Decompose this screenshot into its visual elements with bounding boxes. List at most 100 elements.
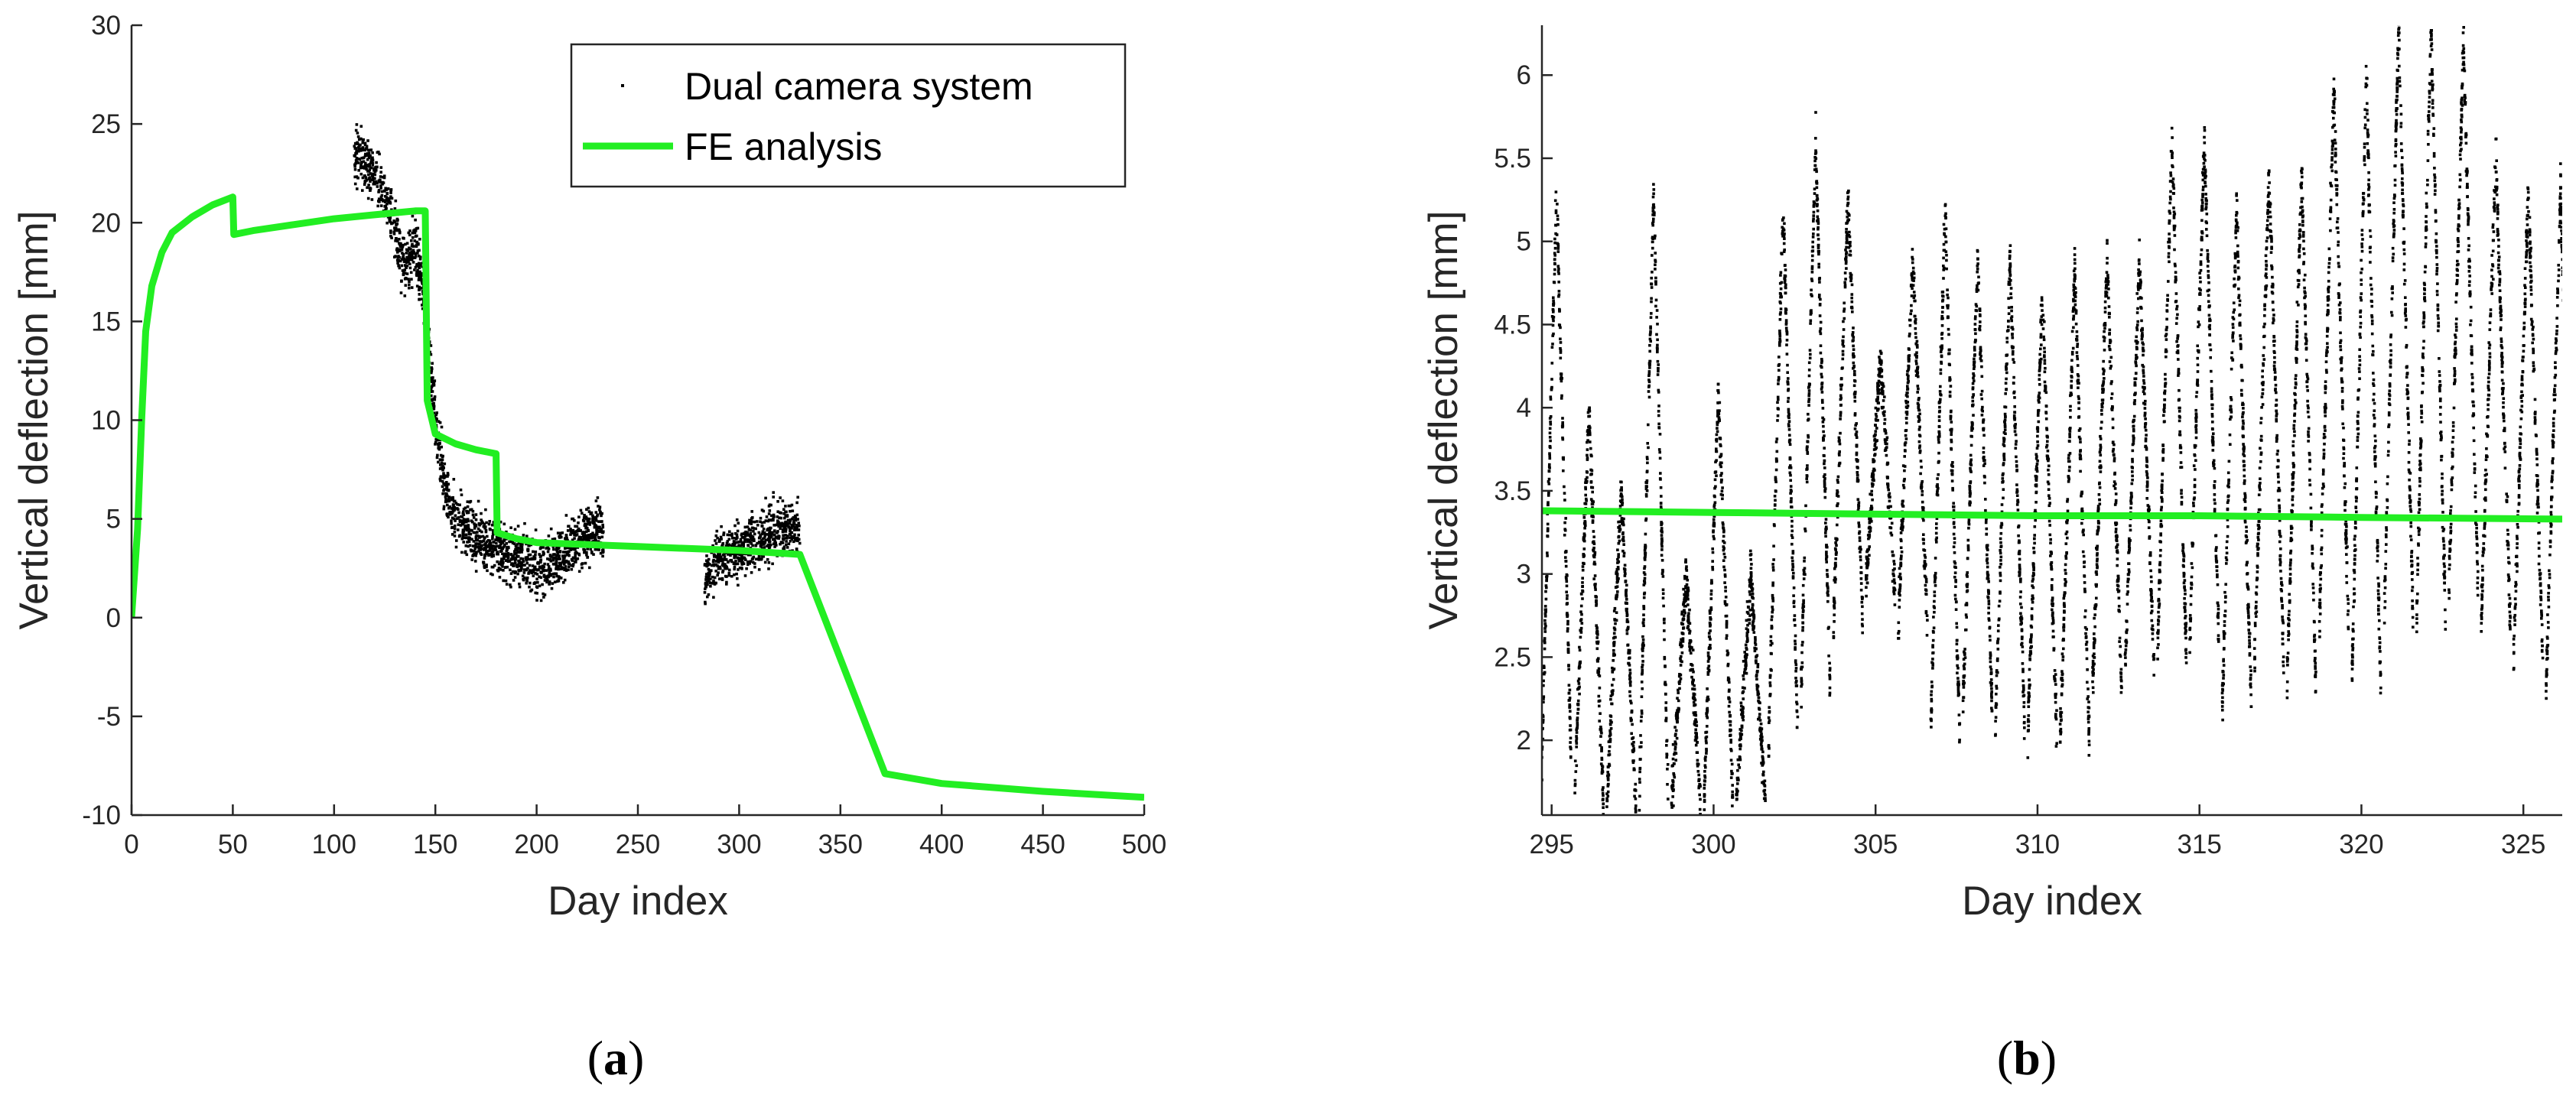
data-point — [1575, 746, 1578, 749]
data-point — [1719, 454, 1722, 457]
data-point — [512, 554, 516, 557]
data-point — [1656, 343, 1659, 347]
data-point — [356, 141, 359, 145]
data-point — [513, 576, 517, 579]
data-point — [1647, 374, 1651, 378]
data-point — [481, 534, 485, 538]
data-point — [1709, 593, 1713, 596]
data-point — [1595, 599, 1598, 603]
data-point — [601, 554, 604, 558]
data-point — [1709, 618, 1712, 621]
data-point — [1722, 541, 1726, 544]
data-point — [1753, 649, 1757, 653]
data-point — [558, 576, 561, 579]
data-point — [548, 554, 552, 558]
data-point — [1794, 624, 1797, 627]
data-point — [1832, 636, 1836, 639]
data-point — [364, 179, 367, 183]
data-point — [518, 560, 521, 564]
data-point — [1729, 759, 1733, 762]
data-point — [1778, 344, 1781, 347]
data-point — [1801, 610, 1805, 613]
data-point — [1708, 612, 1712, 615]
data-point — [564, 567, 568, 571]
data-point — [556, 546, 560, 549]
data-point — [1620, 486, 1623, 489]
data-point — [1602, 786, 1605, 789]
data-point — [574, 557, 577, 560]
data-point — [1720, 489, 1724, 493]
data-point — [1565, 577, 1568, 580]
data-point — [1789, 479, 1792, 482]
data-point — [733, 567, 736, 571]
data-point — [457, 511, 460, 515]
data-point — [1664, 716, 1668, 720]
data-point — [1599, 729, 1603, 733]
data-point — [1699, 798, 1702, 801]
data-point — [473, 547, 476, 551]
data-point — [1825, 560, 1828, 564]
data-point — [553, 537, 557, 541]
data-point — [1547, 492, 1550, 495]
data-point — [738, 566, 742, 570]
data-point — [421, 262, 424, 265]
data-point — [468, 500, 471, 504]
data-point — [458, 520, 462, 523]
data-point — [1823, 479, 1826, 482]
data-point — [1561, 421, 1564, 424]
data-point — [1745, 610, 1749, 614]
data-point — [377, 189, 381, 192]
data-point — [1823, 487, 1827, 490]
data-point — [1802, 573, 1806, 576]
data-point — [1770, 626, 1774, 630]
data-point — [1779, 271, 1783, 274]
data-point — [585, 551, 588, 554]
data-point — [355, 157, 359, 160]
data-point — [482, 539, 485, 543]
data-point — [360, 161, 363, 164]
data-point — [1828, 677, 1832, 681]
data-point — [1560, 394, 1563, 398]
data-point — [746, 553, 750, 557]
data-point — [439, 463, 442, 466]
data-point — [531, 564, 535, 567]
data-point — [354, 159, 358, 162]
data-point — [1816, 215, 1820, 219]
data-point — [577, 521, 580, 525]
data-point — [1749, 567, 1753, 570]
data-point — [1599, 743, 1602, 747]
data-point — [1568, 699, 1571, 702]
data-point — [1597, 667, 1601, 671]
data-point — [1837, 436, 1841, 440]
data-point — [561, 531, 564, 534]
data-point — [1756, 693, 1760, 697]
data-point — [1828, 667, 1832, 670]
data-point — [1577, 677, 1581, 681]
data-point — [1611, 684, 1614, 687]
data-point — [1584, 486, 1587, 489]
data-point — [1654, 276, 1657, 280]
data-point — [366, 197, 370, 200]
data-point — [1750, 563, 1753, 566]
data-point — [705, 573, 708, 576]
data-point — [447, 515, 450, 519]
data-point — [526, 548, 530, 551]
data-point — [558, 551, 561, 554]
data-point — [767, 512, 771, 515]
data-point — [1583, 526, 1586, 530]
data-point — [1618, 525, 1621, 528]
data-point — [389, 191, 392, 194]
data-point — [519, 563, 523, 566]
data-point — [437, 420, 441, 423]
data-point — [594, 499, 598, 502]
data-point — [1787, 400, 1790, 403]
data-point — [1716, 382, 1720, 386]
data-point — [1647, 363, 1651, 367]
data-point — [750, 557, 754, 561]
data-point — [519, 569, 523, 572]
data-point — [1568, 697, 1572, 700]
data-point — [1706, 654, 1710, 658]
data-point — [464, 527, 467, 530]
data-point — [1599, 735, 1602, 738]
data-point — [396, 251, 399, 254]
